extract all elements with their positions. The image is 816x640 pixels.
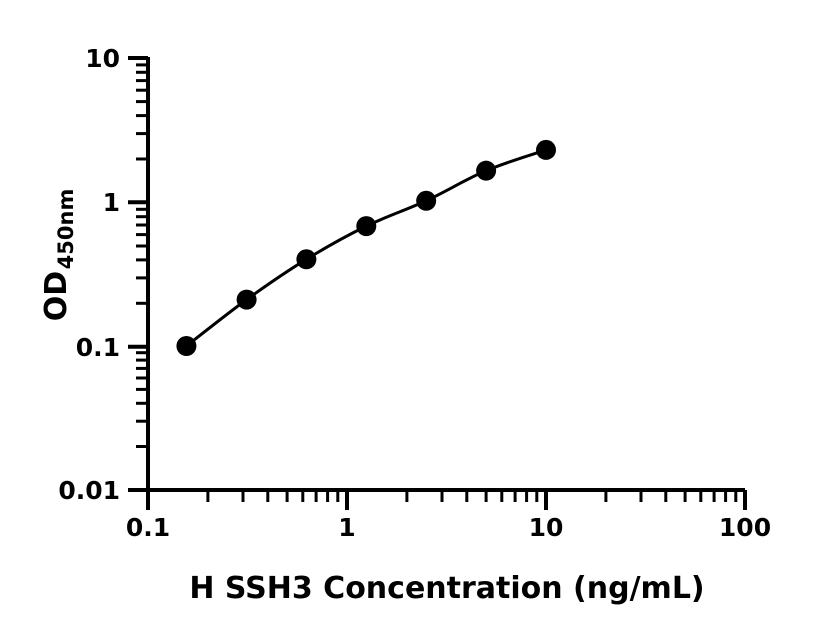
x-tick-label-2: 10: [529, 513, 564, 542]
data-point: [176, 336, 197, 356]
y-axis-major-ticks: [128, 56, 148, 492]
data-point: [536, 139, 556, 160]
x-tick-label-1: 1: [338, 513, 355, 542]
x-axis-major-ticks: [146, 490, 747, 510]
data-point: [416, 190, 437, 211]
y-axis-title-sub: 450nm: [54, 189, 78, 270]
data-point: [236, 289, 257, 310]
x-tick-label-3: 100: [719, 513, 771, 542]
x-axis-minor-ticks: [206, 490, 738, 502]
data-points: [176, 139, 556, 356]
data-point: [296, 249, 317, 270]
y-tick-label-3: 10: [85, 44, 120, 73]
data-point: [356, 216, 377, 237]
y-tick-label-0: 0.01: [58, 476, 120, 505]
x-axis-title: H SSH3 Concentration (ng/mL): [189, 571, 704, 606]
y-axis-minor-ticks: [136, 63, 148, 448]
data-point: [476, 160, 497, 181]
y-axis-title-main: OD: [39, 271, 74, 321]
data-curve: [185, 148, 547, 348]
y-axis-title: OD 450nm: [39, 189, 78, 322]
y-tick-label-1: 0.1: [76, 333, 120, 362]
x-tick-label-0: 0.1: [126, 513, 170, 542]
y-tick-label-2: 1: [103, 188, 120, 217]
